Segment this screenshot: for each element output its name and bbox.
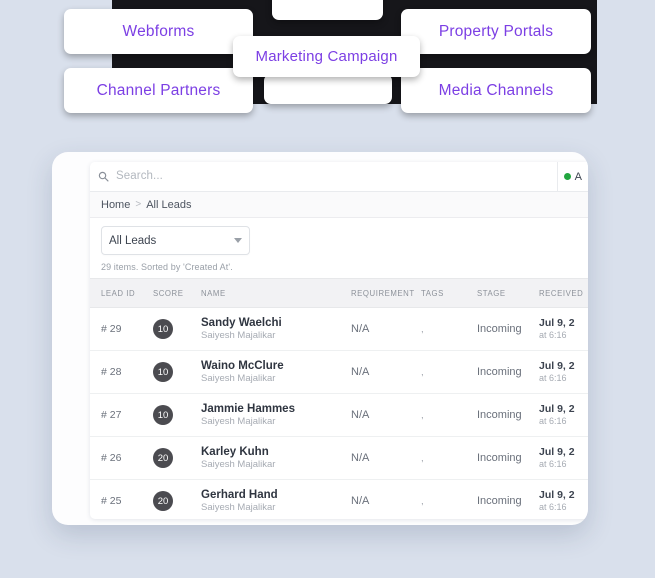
source-card-channel-partners[interactable]: Channel Partners <box>64 68 253 113</box>
item-count-label: 29 items. Sorted by 'Created At'. <box>101 262 233 272</box>
cell-lead-id: # 25 <box>101 495 122 507</box>
source-card-media-channels[interactable]: Media Channels <box>401 68 591 113</box>
cell-lead-owner: Saiyesh Majalikar <box>201 373 276 385</box>
band-notch-right <box>597 0 655 104</box>
leads-view-select-value: All Leads <box>109 234 157 247</box>
source-card-label: Channel Partners <box>96 81 221 99</box>
cell-lead-id: # 26 <box>101 452 122 464</box>
column-header-received[interactable]: RECEIVED <box>539 278 588 308</box>
leads-table-head: LEAD ID SCORE NAME REQUIREMENT TAGS STAG… <box>90 278 588 308</box>
app-screenshot-card: Search... A Home > All Leads All Leads <box>52 152 588 525</box>
column-header-name[interactable]: NAME <box>201 278 351 308</box>
crm-app-window: Search... A Home > All Leads All Leads <box>90 162 588 519</box>
cell-lead-owner: Saiyesh Majalikar <box>201 416 276 428</box>
source-card-marketing-campaign[interactable]: Marketing Campaign <box>233 36 420 77</box>
column-header-lead-id[interactable]: LEAD ID <box>90 278 153 308</box>
breadcrumb: Home > All Leads <box>90 192 588 218</box>
source-card-label: Property Portals <box>438 22 554 40</box>
cell-received-date: Jul 9, 2 <box>539 402 575 415</box>
source-card-property-portals[interactable]: Property Portals <box>401 9 591 54</box>
table-row[interactable]: # 28 10 Waino McClure Saiyesh Majalikar N/A,… <box>90 350 588 394</box>
source-card-stub-bottom <box>264 74 392 104</box>
leads-table-body: # 29 10 Sandy Waelchi Saiyesh Majalikar N/A,… <box>90 307 588 519</box>
cell-received-time: at 6:16 <box>539 329 567 340</box>
chevron-down-icon <box>234 238 242 243</box>
cell-requirement: N/A <box>351 495 370 507</box>
account-status[interactable]: A <box>558 171 588 183</box>
cell-lead-id: # 28 <box>101 366 122 378</box>
leads-table: LEAD ID SCORE NAME REQUIREMENT TAGS STAG… <box>90 278 588 519</box>
cell-stage: Incoming <box>477 452 522 464</box>
column-header-tags[interactable]: TAGS <box>421 278 477 308</box>
table-row[interactable]: # 29 10 Sandy Waelchi Saiyesh Majalikar N/A,… <box>90 307 588 351</box>
cell-stage: Incoming <box>477 409 522 421</box>
score-badge: 20 <box>153 491 173 511</box>
cell-received-date: Jul 9, 2 <box>539 488 575 501</box>
cell-tags: , <box>421 410 424 421</box>
cell-received-time: at 6:16 <box>539 372 567 383</box>
breadcrumb-home[interactable]: Home <box>101 198 131 211</box>
column-header-stage[interactable]: STAGE <box>477 278 539 308</box>
table-row[interactable]: # 27 10 Jammie Hammes Saiyesh Majalikar N/A,… <box>90 393 588 437</box>
source-card-label: Media Channels <box>438 81 554 99</box>
score-badge: 10 <box>153 362 173 382</box>
breadcrumb-current: All Leads <box>146 198 192 211</box>
cell-received-time: at 6:16 <box>539 458 567 469</box>
column-header-requirement[interactable]: REQUIREMENT <box>351 278 421 308</box>
cell-lead-owner: Saiyesh Majalikar <box>201 459 276 471</box>
search-input[interactable]: Search... <box>116 170 163 182</box>
cell-lead-owner: Saiyesh Majalikar <box>201 502 276 514</box>
source-card-webforms[interactable]: Webforms <box>64 9 253 54</box>
table-row[interactable]: # 26 20 Karley Kuhn Saiyesh Majalikar N/A, In… <box>90 436 588 480</box>
cell-received-date: Jul 9, 2 <box>539 316 575 329</box>
account-label: A <box>574 170 582 183</box>
column-header-score[interactable]: SCORE <box>153 278 201 308</box>
score-badge: 20 <box>153 448 173 468</box>
cell-received-time: at 6:16 <box>539 501 567 512</box>
cell-stage: Incoming <box>477 495 522 507</box>
cell-lead-owner: Saiyesh Majalikar <box>201 330 276 342</box>
score-badge: 10 <box>153 405 173 425</box>
cell-tags: , <box>421 453 424 464</box>
table-row[interactable]: # 25 20 Gerhard Hand Saiyesh Majalikar N/A, I… <box>90 479 588 519</box>
cell-lead-id: # 29 <box>101 323 122 335</box>
source-card-label: Webforms <box>122 22 195 40</box>
cell-lead-name[interactable]: Sandy Waelchi <box>201 316 282 329</box>
cell-requirement: N/A <box>351 409 370 421</box>
cell-stage: Incoming <box>477 366 522 378</box>
cell-lead-name[interactable]: Gerhard Hand <box>201 488 278 501</box>
cell-lead-name[interactable]: Jammie Hammes <box>201 402 295 415</box>
cell-tags: , <box>421 496 424 507</box>
cell-requirement: N/A <box>351 366 370 378</box>
source-card-stub-top <box>272 0 383 20</box>
status-online-dot <box>563 173 571 180</box>
score-badge: 10 <box>153 319 173 339</box>
table-header-row: LEAD ID SCORE NAME REQUIREMENT TAGS STAG… <box>90 278 588 308</box>
breadcrumb-separator-icon: > <box>135 199 142 210</box>
cell-requirement: N/A <box>351 323 370 335</box>
app-search-bar: Search... A <box>90 162 588 192</box>
cell-tags: , <box>421 367 424 378</box>
leads-view-select[interactable]: All Leads <box>101 226 250 255</box>
cell-received-date: Jul 9, 2 <box>539 445 575 458</box>
cell-tags: , <box>421 324 424 335</box>
cell-lead-id: # 27 <box>101 409 122 421</box>
cell-lead-name[interactable]: Waino McClure <box>201 359 284 372</box>
source-card-label: Marketing Campaign <box>255 48 398 65</box>
cell-received-time: at 6:16 <box>539 415 567 426</box>
toolbar-divider <box>556 162 558 191</box>
filter-zone: All Leads 29 items. Sorted by 'Created A… <box>90 218 588 278</box>
cell-requirement: N/A <box>351 452 370 464</box>
cell-stage: Incoming <box>477 323 522 335</box>
search-icon <box>90 171 116 182</box>
cell-received-date: Jul 9, 2 <box>539 359 575 372</box>
cell-lead-name[interactable]: Karley Kuhn <box>201 445 269 458</box>
